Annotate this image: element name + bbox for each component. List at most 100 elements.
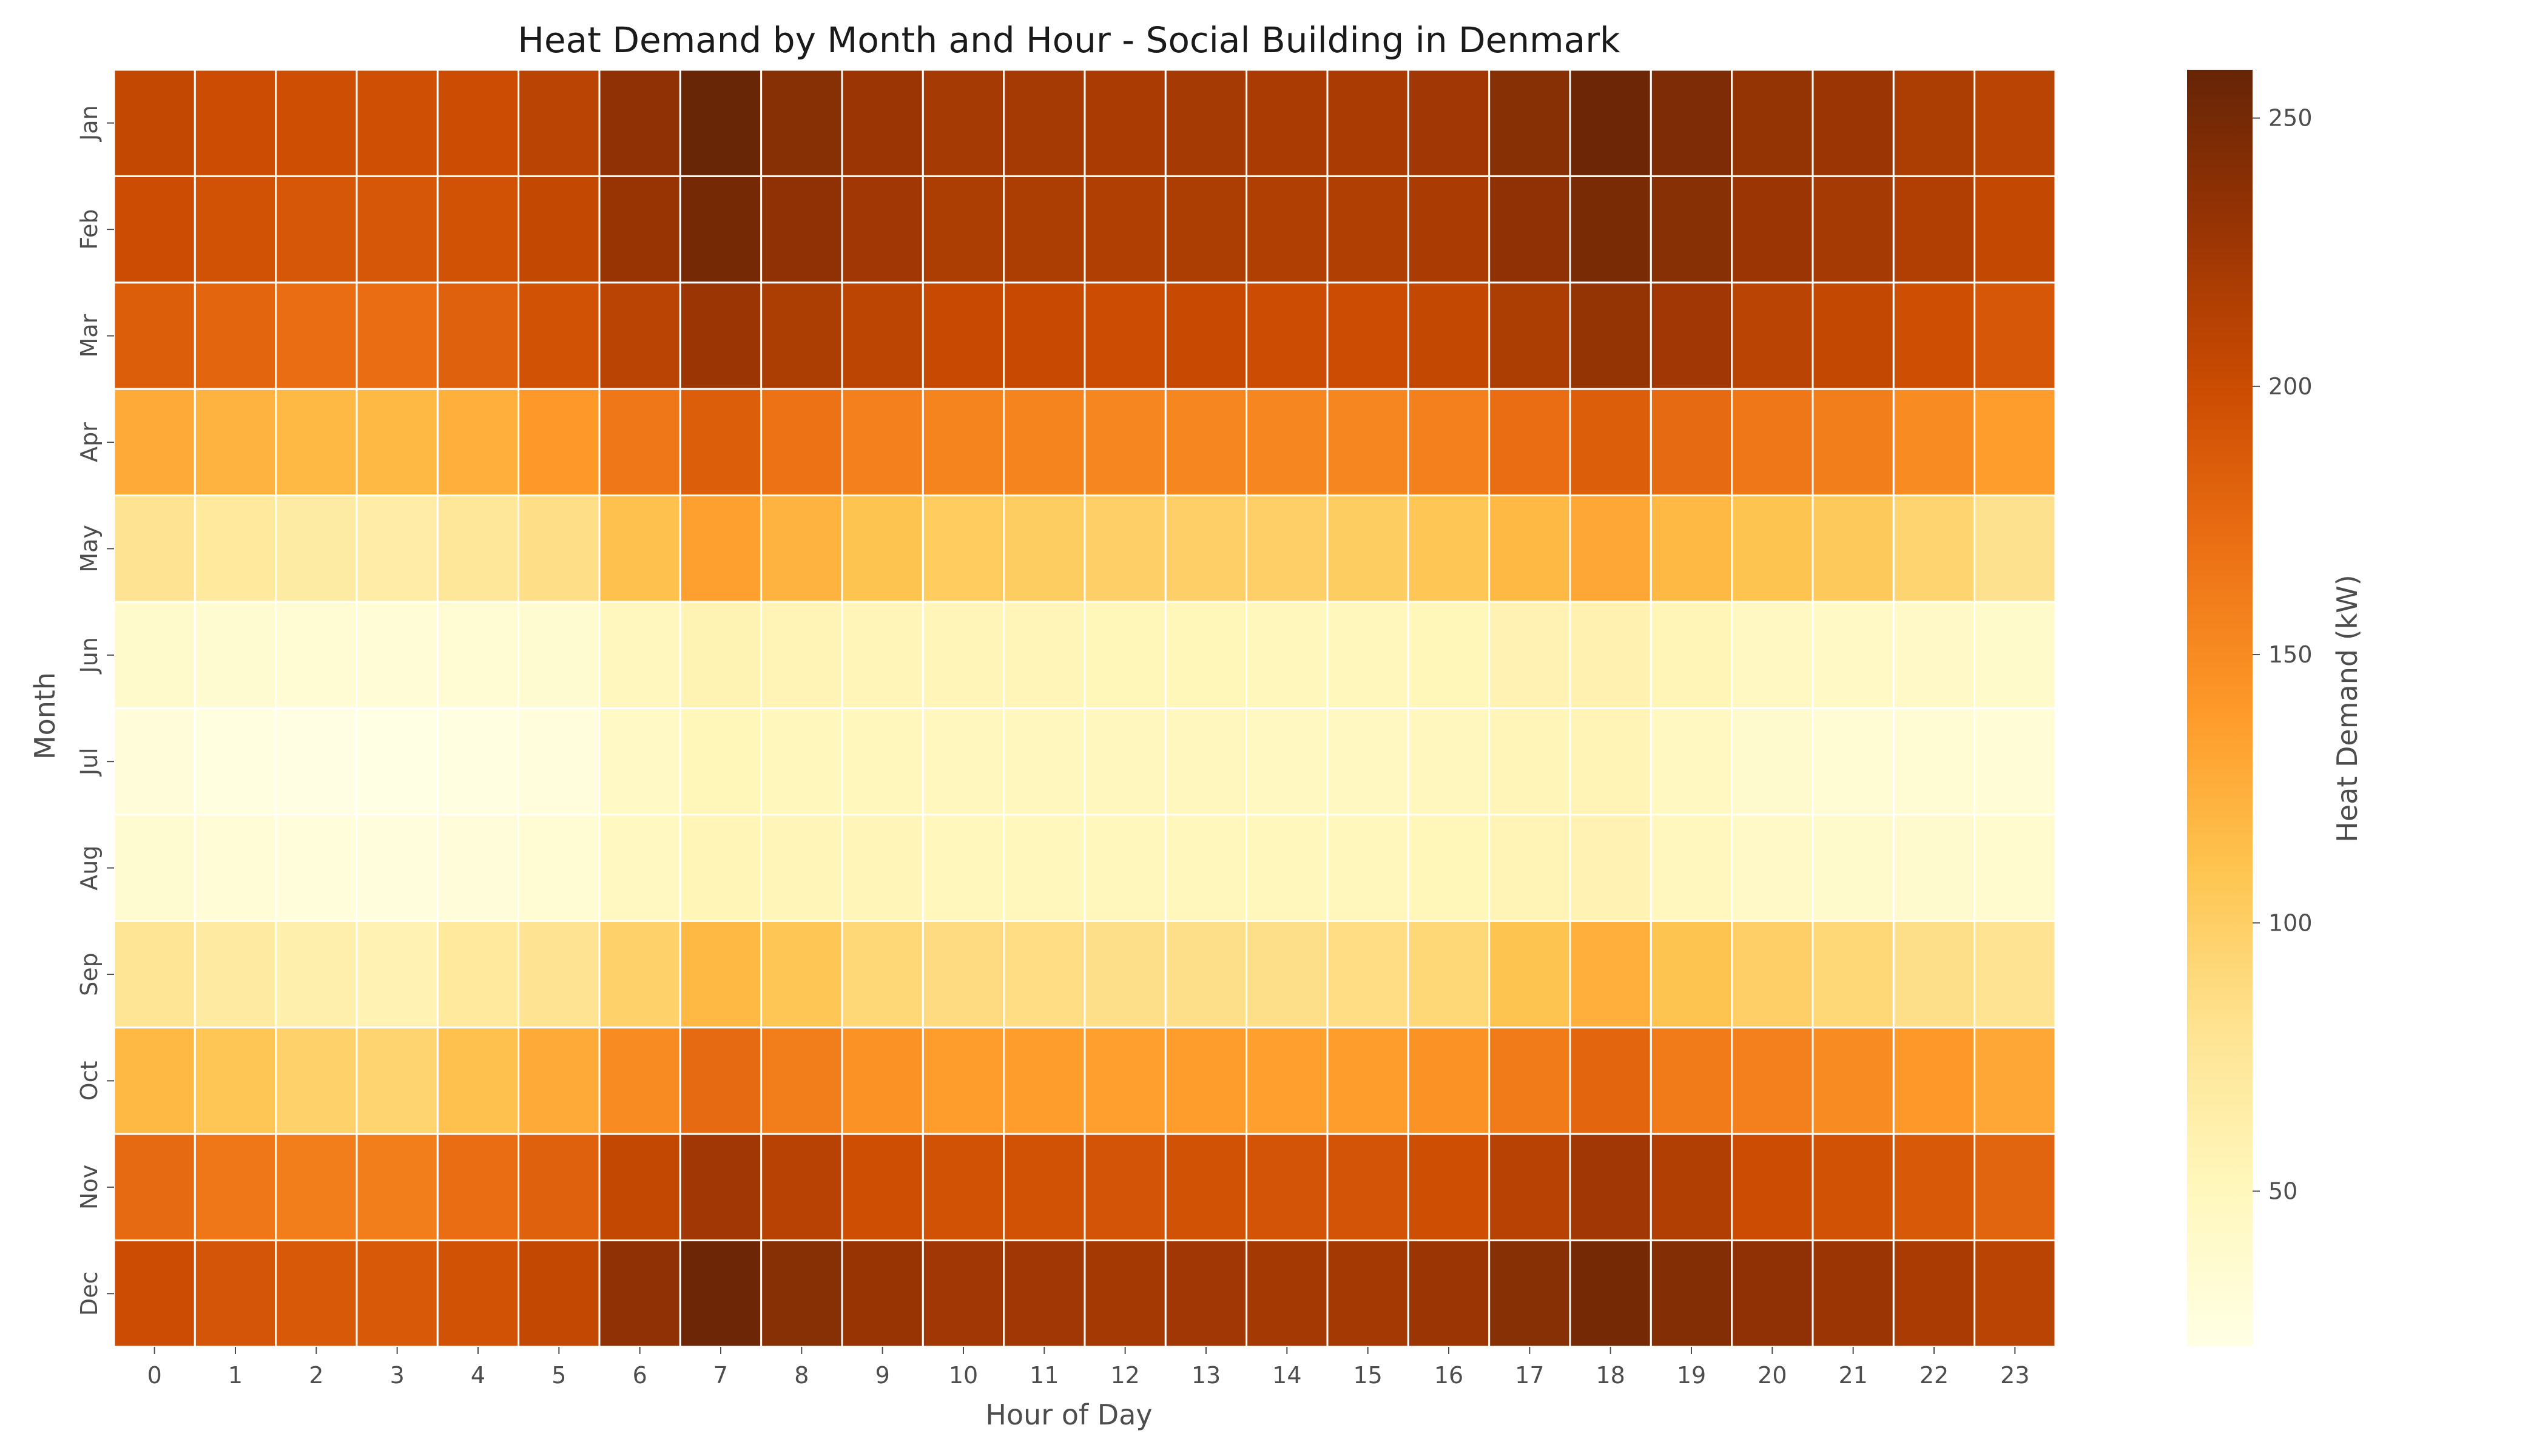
heatmap-cell-mar-8 — [760, 281, 843, 390]
heatmap-cell-sep-8 — [760, 920, 843, 1029]
heatmap-cell-dec-16 — [1407, 1239, 1491, 1348]
heatmap-cell-jun-9 — [841, 601, 924, 709]
heatmap-cell-jan-14 — [1245, 69, 1329, 177]
y-tick-label: Apr — [76, 422, 103, 462]
heatmap-cell-sep-9 — [841, 920, 924, 1029]
heatmap-cell-aug-0 — [113, 814, 196, 922]
x-tick-label: 11 — [1030, 1362, 1059, 1389]
y-tick-label: May — [76, 525, 103, 573]
heatmap-cell-mar-9 — [841, 281, 924, 390]
heatmap-cell-oct-9 — [841, 1026, 924, 1135]
heatmap-cell-jul-0 — [113, 707, 196, 816]
heatmap-cell-jun-8 — [760, 601, 843, 709]
x-tick-label: 0 — [147, 1362, 162, 1389]
heatmap-cell-nov-13 — [1164, 1133, 1248, 1242]
heatmap-cell-sep-12 — [1084, 920, 1167, 1029]
heatmap-cell-may-12 — [1084, 494, 1167, 603]
heatmap-cell-sep-17 — [1488, 920, 1571, 1029]
heatmap-cell-feb-5 — [517, 175, 601, 284]
heatmap-cell-nov-11 — [1003, 1133, 1086, 1242]
heatmap-cell-jun-5 — [517, 601, 601, 709]
heatmap-cell-jun-18 — [1569, 601, 1652, 709]
heatmap-cell-feb-1 — [194, 175, 277, 284]
heatmap-cell-nov-19 — [1650, 1133, 1733, 1242]
heatmap-cell-sep-23 — [1973, 920, 2057, 1029]
heatmap-cell-jan-16 — [1407, 69, 1491, 177]
heatmap-cell-jul-11 — [1003, 707, 1086, 816]
heatmap-cell-nov-20 — [1731, 1133, 1814, 1242]
x-tick-label: 12 — [1110, 1362, 1139, 1389]
heatmap-cell-nov-18 — [1569, 1133, 1652, 1242]
heatmap-cell-dec-1 — [194, 1239, 277, 1348]
heatmap-cell-sep-1 — [194, 920, 277, 1029]
colorbar-tick-label: 50 — [2268, 1178, 2297, 1205]
y-tick-label: Jan — [76, 105, 103, 142]
heatmap-cell-may-11 — [1003, 494, 1086, 603]
heatmap-cell-nov-9 — [841, 1133, 924, 1242]
heatmap-cell-dec-15 — [1326, 1239, 1409, 1348]
heatmap-cell-apr-0 — [113, 388, 196, 497]
heatmap-cell-aug-13 — [1164, 814, 1248, 922]
heatmap-cell-may-17 — [1488, 494, 1571, 603]
heatmap-cell-jun-17 — [1488, 601, 1571, 709]
heatmap-cell-may-21 — [1812, 494, 1895, 603]
heatmap-cell-may-7 — [679, 494, 763, 603]
heatmap-cell-aug-7 — [679, 814, 763, 922]
heatmap-cell-may-22 — [1892, 494, 1976, 603]
heatmap-cell-may-4 — [436, 494, 520, 603]
heatmap-cell-jun-13 — [1164, 601, 1248, 709]
heatmap-cell-jun-3 — [356, 601, 439, 709]
heatmap-cell-may-5 — [517, 494, 601, 603]
heatmap-cell-jan-1 — [194, 69, 277, 177]
x-axis-ticks: 0 1 2 3 4 5 6 7 8 9 10 11 12 13 14 15 16 17 18 19 20 21 22 23 — [147, 1347, 2030, 1389]
heatmap-cell-may-19 — [1650, 494, 1733, 603]
heatmap-cell-may-20 — [1731, 494, 1814, 603]
heatmap-cell-apr-1 — [194, 388, 277, 497]
heatmap-cell-may-23 — [1973, 494, 2057, 603]
y-axis-ticks: Jan Feb Mar Apr May Jun Jul Aug Sep Oct Nov Dec — [76, 105, 114, 1316]
heatmap-cell-aug-5 — [517, 814, 601, 922]
colorbar-tick-label: 250 — [2268, 105, 2313, 132]
y-tick-label: Jul — [76, 747, 103, 777]
heatmap-cell-feb-14 — [1245, 175, 1329, 284]
heatmap-cell-jan-3 — [356, 69, 439, 177]
heatmap-cell-may-8 — [760, 494, 843, 603]
heatmap-cell-aug-23 — [1973, 814, 2057, 922]
heatmap-cell-jul-12 — [1084, 707, 1167, 816]
heatmap-cell-mar-10 — [922, 281, 1005, 390]
heatmap-cell-jan-4 — [436, 69, 520, 177]
heatmap-cell-oct-16 — [1407, 1026, 1491, 1135]
heatmap-cell-feb-23 — [1973, 175, 2057, 284]
heatmap-cell-feb-12 — [1084, 175, 1167, 284]
heatmap-cell-dec-18 — [1569, 1239, 1652, 1348]
colorbar-label: Heat Demand (kW) — [2331, 575, 2364, 842]
heatmap-cell-oct-4 — [436, 1026, 520, 1135]
heatmap-cell-nov-2 — [275, 1133, 358, 1242]
x-tick-label: 3 — [390, 1362, 405, 1389]
heatmap-cell-jan-21 — [1812, 69, 1895, 177]
heatmap-cell-apr-23 — [1973, 388, 2057, 497]
heatmap-cell-aug-8 — [760, 814, 843, 922]
heatmap-cell-aug-15 — [1326, 814, 1409, 922]
heatmap-cell-mar-16 — [1407, 281, 1491, 390]
heatmap-cell-sep-16 — [1407, 920, 1491, 1029]
heatmap-cell-dec-6 — [598, 1239, 681, 1348]
heatmap-cell-nov-6 — [598, 1133, 681, 1242]
heatmap-cell-sep-5 — [517, 920, 601, 1029]
heatmap-cell-apr-22 — [1892, 388, 1976, 497]
colorbar: 50 100 150 200 250 Heat Demand (kW) — [2187, 70, 2364, 1347]
heatmap-cell-feb-2 — [275, 175, 358, 284]
heatmap-cell-mar-7 — [679, 281, 763, 390]
heatmap-cell-apr-6 — [598, 388, 681, 497]
heatmap-cell-oct-21 — [1812, 1026, 1895, 1135]
y-tick-label: Feb — [76, 209, 103, 249]
heatmap-cell-nov-4 — [436, 1133, 520, 1242]
heatmap-cell-dec-9 — [841, 1239, 924, 1348]
heatmap-cell-mar-1 — [194, 281, 277, 390]
heatmap-cell-nov-15 — [1326, 1133, 1409, 1242]
heatmap-cell-mar-4 — [436, 281, 520, 390]
heatmap-cell-jun-2 — [275, 601, 358, 709]
heatmap-cell-feb-21 — [1812, 175, 1895, 284]
x-tick-label: 15 — [1353, 1362, 1382, 1389]
